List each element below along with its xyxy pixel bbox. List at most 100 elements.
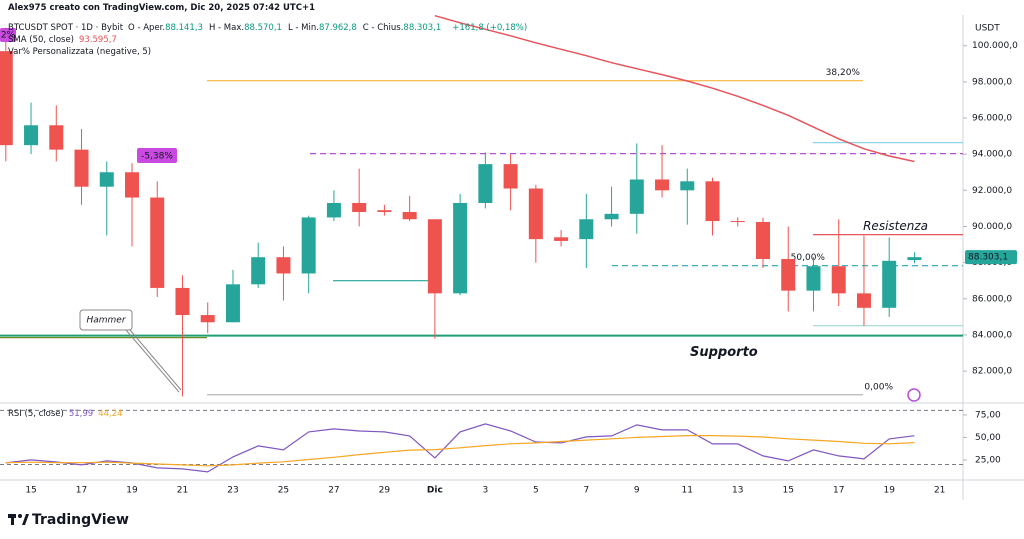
symbol: BTCUSDT SPOT · 1D · Bybit: [8, 23, 124, 33]
candle-body: [680, 181, 695, 191]
pct-label: 2%: [1, 31, 16, 41]
candle-body: [579, 219, 594, 240]
rsi-value: 51,99: [68, 409, 94, 419]
ohlc-value: 88.303,1: [403, 23, 442, 33]
hammer-pointer: [125, 329, 180, 393]
credit: Alex975 creato con TradingView.com, Dic …: [8, 3, 316, 13]
rsi-tick-label: 25,00: [975, 455, 1001, 465]
candle-body: [301, 217, 316, 274]
pct-tag: [0, 28, 16, 42]
candle-body: [200, 315, 215, 323]
level-label: 0,00%: [864, 382, 893, 392]
candle-body: [99, 172, 114, 187]
x-tick-label: Dic: [427, 486, 443, 496]
x-tick-label: 19: [126, 486, 138, 496]
x-tick-label: 29: [379, 486, 391, 496]
candle-body: [655, 179, 670, 191]
y-tick-label: 94.000,0: [972, 150, 1012, 160]
indicator-legend: Var% Personalizzata (negative, 5): [8, 47, 152, 57]
candle-body: [856, 293, 871, 308]
level-label: 50,00%: [791, 253, 826, 263]
x-tick-label: 15: [783, 486, 794, 496]
candle-body: [629, 179, 644, 214]
hammer-box: [79, 309, 133, 331]
x-tick-label: 3: [482, 486, 488, 496]
candle-body: [326, 202, 341, 218]
logo-text: TradingView: [32, 512, 129, 528]
x-tick-label: 9: [634, 486, 640, 496]
candle-body: [882, 260, 897, 308]
candle-body: [705, 181, 720, 222]
candle-body: [831, 266, 846, 294]
x-tick-label: 23: [227, 486, 238, 496]
sma-line: [434, 14, 915, 163]
logo: [8, 514, 29, 525]
candle-body: [225, 284, 240, 323]
candle-body: [453, 202, 468, 294]
y-tick-label: 92.000,0: [972, 186, 1012, 196]
x-tick-label: 27: [328, 486, 339, 496]
rsi-tick-label: 75,00: [975, 410, 1001, 420]
candle-body: [478, 164, 493, 203]
x-tick-label: 19: [883, 486, 895, 496]
candle-body: [175, 287, 190, 316]
x-tick-label: 21: [177, 486, 188, 496]
x-tick-label: 17: [833, 486, 844, 496]
y-tick-label: 82.000,0: [972, 367, 1012, 377]
x-tick-label: 17: [76, 486, 87, 496]
candle-body: [730, 221, 745, 223]
candle-body: [276, 257, 291, 274]
y-tick-label: 100.000,0: [972, 41, 1018, 51]
candle-body: [756, 221, 770, 260]
candle-body: [49, 125, 64, 150]
hammer-pointer: [129, 329, 182, 391]
last-price-label: 88.303,1: [968, 253, 1008, 263]
sma-legend: SMA (50, close) 93.595,7: [8, 35, 122, 45]
candle-body: [554, 237, 569, 241]
x-tick-label: 13: [732, 486, 743, 496]
candle-body: [528, 188, 543, 240]
candle-body: [0, 51, 13, 146]
ohlc: O - Aper.88.141,3 H - Max.88.570,1 L - Min…: [128, 23, 447, 33]
ohlc-label: H - Max.: [208, 23, 245, 33]
y-tick-label: 96.000,0: [972, 114, 1012, 124]
hammer-label: Hammer: [86, 316, 126, 326]
y-tick-label: 84.000,0: [972, 330, 1012, 340]
candle-body: [251, 257, 266, 285]
ohlc-value: 87.962,8: [318, 23, 357, 33]
y-tick-label: 98.000,0: [972, 77, 1012, 87]
ohlc-value: 88.141,3: [165, 23, 203, 33]
x-tick-label: 25: [278, 486, 289, 496]
ohlc-label: L - Min.: [287, 23, 319, 33]
y-tick-label: 90.000,0: [972, 222, 1012, 232]
level-label: Resistenza: [863, 219, 928, 233]
pct-tag: [137, 148, 177, 163]
line: [5, 423, 915, 473]
candle-body: [125, 172, 139, 198]
candle-body: [604, 213, 619, 220]
rsi-legend: RSI (5, close) 51,99 44,24: [8, 409, 128, 419]
x-tick-label: 11: [682, 486, 693, 496]
candle-body: [907, 257, 922, 261]
candle-body: [352, 202, 367, 213]
change: +161,8 (+0,18%): [452, 23, 528, 33]
x-tick-label: 15: [25, 486, 36, 496]
candle-body: [24, 125, 39, 146]
rsi-ma-value: 44,24: [98, 409, 123, 419]
rsi-name: RSI (5, close): [8, 409, 64, 419]
candle-body: [503, 164, 518, 189]
ohlc-value: 88.570,1: [244, 23, 282, 33]
candle-body: [74, 149, 89, 187]
x-tick-label: 5: [533, 486, 539, 496]
ohlc-label: O - Aper.: [128, 23, 166, 33]
alert-icon: [907, 388, 921, 402]
currency: USDT: [975, 24, 1000, 34]
candle-body: [806, 266, 821, 291]
last-price-box: [965, 250, 1017, 265]
candle-body: [427, 219, 442, 294]
level-label: Supporto: [690, 345, 758, 360]
level-label: 38,20%: [826, 68, 861, 78]
candle-body: [150, 197, 165, 288]
